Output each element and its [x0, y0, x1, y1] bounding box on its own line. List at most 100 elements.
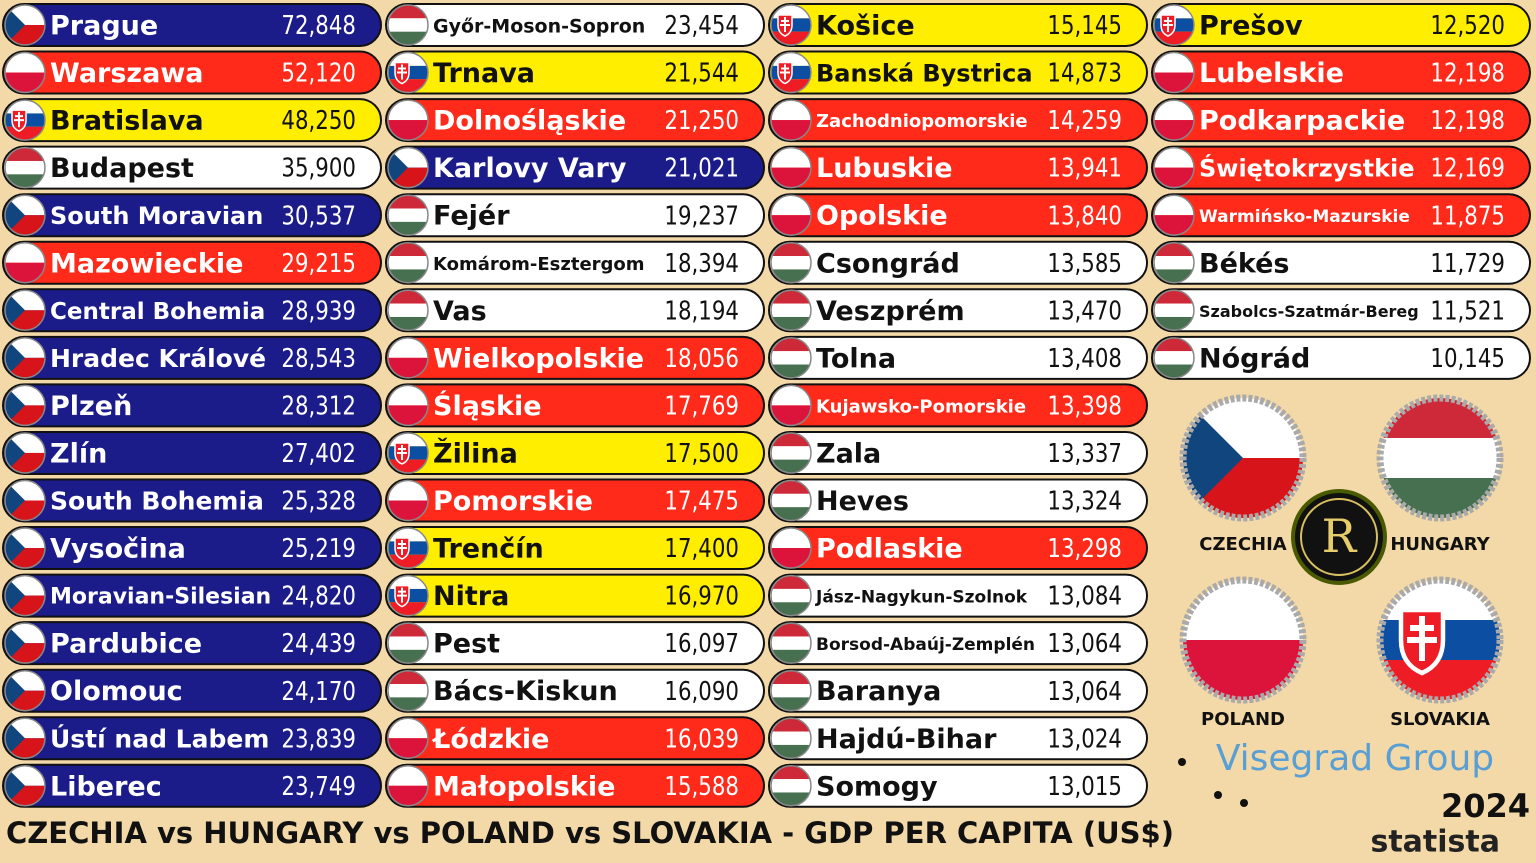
row-pill: [2, 98, 382, 143]
row-value: 13,941: [1047, 153, 1122, 184]
row-pill: [2, 430, 382, 475]
row-pill: [2, 335, 382, 380]
flag-border: [387, 242, 429, 284]
row-value: 17,769: [664, 390, 739, 421]
row-value: 72,848: [281, 10, 356, 41]
flag-border: [387, 99, 429, 141]
row-value: 18,056: [664, 343, 739, 374]
flag-stripe: [388, 337, 428, 358]
row-value: 12,520: [1430, 10, 1505, 41]
row-value: 30,537: [281, 200, 356, 231]
row-name: South Moravian: [50, 202, 263, 230]
row-name: Trenčín: [433, 534, 544, 565]
flag-triangle: [5, 528, 25, 569]
flag: [388, 100, 428, 141]
dot: [1214, 791, 1222, 799]
row-pill: [1151, 240, 1531, 285]
flag-stripe: [388, 405, 428, 426]
logo: [1291, 489, 1387, 585]
flag-stripe: [771, 351, 811, 365]
row-name: Prague: [50, 11, 158, 42]
flag-stripe: [771, 167, 811, 188]
dot: [1240, 799, 1248, 807]
row-value: 15,588: [664, 771, 739, 802]
row-pill: [1151, 3, 1531, 47]
row-value: 11,875: [1430, 200, 1505, 231]
row-name: Nitra: [433, 581, 509, 612]
flag-border: [770, 289, 812, 332]
row-pill: [2, 621, 382, 666]
row-name: Nógrád: [1199, 343, 1310, 374]
row-pill: [768, 145, 1148, 190]
row-name: Trnava: [433, 58, 535, 89]
row-pill: [2, 526, 382, 571]
row-name: Zala: [816, 438, 881, 469]
row-name: Dolnośląskie: [433, 106, 626, 137]
row-name: Borsod-Abaúj-Zemplén: [816, 635, 1035, 655]
flag-border: [4, 717, 46, 759]
flag: [5, 670, 45, 711]
row-name: Kujawsko-Pomorskie: [816, 396, 1026, 417]
flag-stripe: [1154, 195, 1194, 216]
flag-triangle: [5, 623, 25, 664]
row-pill: [385, 668, 765, 713]
row-name: Žilina: [433, 437, 518, 469]
flag-stripe: [388, 208, 428, 222]
flag: [5, 765, 45, 806]
flag-stripe: [5, 160, 45, 175]
flag: [1154, 100, 1194, 141]
row-pill: [768, 526, 1148, 571]
flag: [5, 575, 45, 616]
flag-stripe: [771, 256, 811, 270]
row-name: Opolskie: [816, 201, 948, 232]
flag: [5, 5, 45, 45]
row-name: Prešov: [1199, 11, 1303, 42]
row-value: 13,064: [1047, 628, 1122, 659]
flag-stripe: [1154, 303, 1194, 317]
flag-border: [387, 384, 429, 427]
row-pill: [385, 716, 765, 761]
flag-border: [4, 574, 46, 617]
flag-border: [1153, 146, 1195, 189]
row-name: Lubelskie: [1199, 58, 1344, 89]
flag: [388, 385, 428, 426]
flag: [5, 52, 45, 93]
row-value: 19,237: [664, 200, 739, 231]
flag-stripe: [388, 120, 428, 141]
row-pill: [768, 50, 1148, 95]
row-pill: [1151, 193, 1531, 238]
row-pill: [2, 145, 382, 190]
row-name: Mazowieckie: [50, 248, 243, 279]
flag-border: [770, 337, 812, 379]
flag-border: [387, 337, 429, 379]
row-name: Győr-Moson-Sopron: [433, 16, 645, 38]
flag-stripe: [771, 215, 811, 236]
flag: [5, 623, 45, 664]
flag-triangle: [5, 575, 25, 616]
row-value: 17,475: [664, 486, 739, 517]
flag: [771, 528, 811, 569]
row-pill: [385, 335, 765, 380]
flag-cross: [397, 587, 407, 603]
flag-border: [4, 194, 46, 236]
row-pill: [768, 763, 1148, 808]
row-value: 21,021: [664, 153, 739, 184]
flag-border: [4, 289, 46, 332]
row-value: 14,873: [1047, 58, 1122, 89]
flag-border: [1153, 99, 1195, 141]
row-name: Olomouc: [50, 676, 183, 707]
flag-stripe: [771, 120, 811, 141]
row-name: Zlín: [50, 438, 107, 469]
flag-stripe: [388, 500, 428, 521]
flag: [5, 528, 45, 569]
flag-border: [4, 432, 46, 474]
flag-stripe: [771, 405, 811, 426]
flag-stripe: [388, 303, 428, 317]
flag-stripe: [1154, 351, 1194, 365]
flag-stripe: [388, 718, 428, 739]
flag-cross: [397, 540, 407, 556]
row-name: Bács-Kiskun: [433, 676, 618, 707]
flag-triangle: [388, 147, 408, 188]
flag-stripe: [771, 493, 811, 508]
